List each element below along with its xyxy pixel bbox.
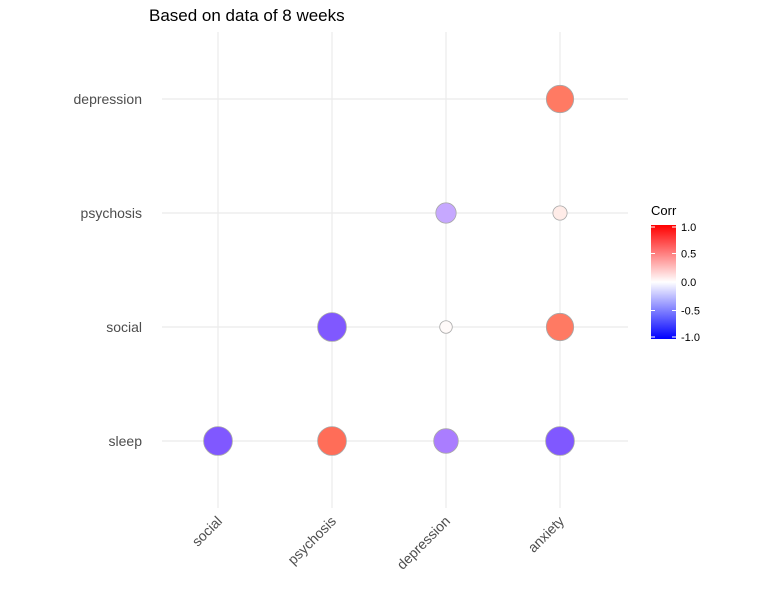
bubble-depression-social xyxy=(439,320,453,334)
y-axis-tick-labels: sleep social psychosis depression xyxy=(74,91,143,449)
x-tick-label-social: social xyxy=(188,513,225,550)
x-tick-label-psychosis: psychosis xyxy=(284,513,339,568)
bubble-psychosis-sleep xyxy=(317,426,347,456)
legend-tick-label: 0.5 xyxy=(681,249,696,261)
color-legend: Corr 1.0 0.5 0.0 -0.5 -1.0 xyxy=(651,203,700,344)
legend-tick-label: 1.0 xyxy=(681,222,696,234)
y-tick-label-social: social xyxy=(106,319,142,335)
y-tick-label-sleep: sleep xyxy=(109,433,143,449)
bubble-social-sleep xyxy=(203,426,233,456)
legend-tick-label: -1.0 xyxy=(681,332,700,344)
x-tick-label-anxiety: anxiety xyxy=(524,513,567,556)
legend-ticks: 1.0 0.5 0.0 -0.5 -1.0 xyxy=(651,222,700,344)
legend-tick-label: 0.0 xyxy=(681,277,696,289)
bubble-points xyxy=(203,84,575,456)
bubble-anxiety-psychosis xyxy=(552,205,568,221)
bubble-depression-psychosis xyxy=(435,202,457,224)
bubble-psychosis-social xyxy=(317,312,347,342)
bubble-anxiety-sleep xyxy=(545,426,575,456)
legend-tick-label: -0.5 xyxy=(681,306,700,318)
chart-title: Based on data of 8 weeks xyxy=(149,6,345,25)
bubble-anxiety-social xyxy=(545,312,575,342)
y-tick-label-psychosis: psychosis xyxy=(81,205,142,221)
legend-colorbar xyxy=(651,225,676,339)
legend-title: Corr xyxy=(651,203,677,218)
x-tick-label-depression: depression xyxy=(393,513,453,573)
x-axis-tick-labels: social psychosis depression anxiety xyxy=(188,513,567,573)
bubble-depression-sleep xyxy=(433,428,459,454)
y-tick-label-depression: depression xyxy=(74,91,143,107)
bubble-anxiety-depression xyxy=(545,84,575,114)
